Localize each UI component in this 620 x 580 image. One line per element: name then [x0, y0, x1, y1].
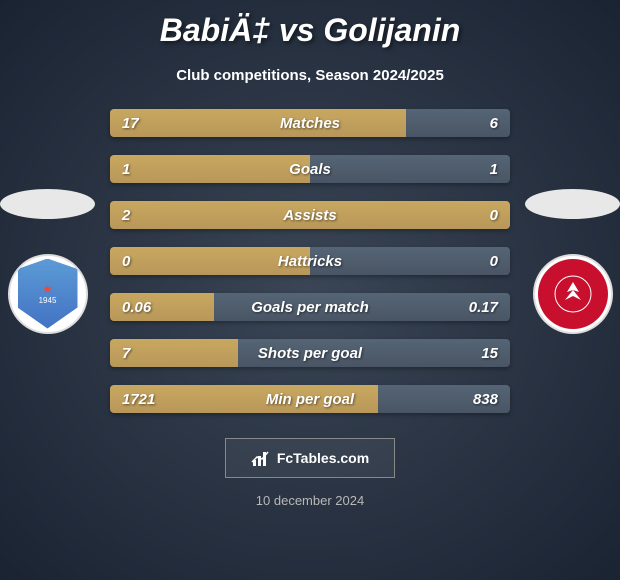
circle-badge-icon — [538, 259, 608, 329]
footer-brand-box[interactable]: FcTables.com — [225, 438, 395, 478]
stat-left-value: 2 — [122, 207, 130, 224]
chart-icon — [251, 450, 271, 466]
stat-right-value: 0 — [490, 253, 498, 270]
stat-row-mpg: 1721 Min per goal 838 — [110, 385, 510, 413]
stat-bar-right — [310, 155, 510, 183]
date-text: 10 december 2024 — [0, 493, 620, 508]
stat-label: Matches — [280, 115, 340, 132]
stat-right-value: 15 — [481, 345, 498, 362]
stat-right-value: 0.17 — [469, 299, 498, 316]
stat-right-value: 6 — [490, 115, 498, 132]
player-right-side — [525, 189, 620, 334]
stats-column: 17 Matches 6 1 Goals 1 2 Assists 0 0 Hat… — [110, 109, 510, 413]
badge-year: 1945 — [39, 296, 57, 305]
stat-left-value: 0.06 — [122, 299, 151, 316]
player-left-side: ★ 1945 — [0, 189, 95, 334]
subtitle: Club competitions, Season 2024/2025 — [0, 67, 620, 84]
stat-row-gpm: 0.06 Goals per match 0.17 — [110, 293, 510, 321]
club-badge-left: ★ 1945 — [8, 254, 88, 334]
stat-left-value: 0 — [122, 253, 130, 270]
stat-label: Hattricks — [278, 253, 342, 270]
stat-row-goals: 1 Goals 1 — [110, 155, 510, 183]
stat-row-hattricks: 0 Hattricks 0 — [110, 247, 510, 275]
eagle-icon — [553, 274, 593, 314]
stat-label: Shots per goal — [258, 345, 362, 362]
comparison-container: ★ 1945 17 Matches 6 1 Goals 1 2 Assists … — [0, 109, 620, 413]
stat-right-value: 1 — [490, 161, 498, 178]
stat-right-value: 0 — [490, 207, 498, 224]
stat-label: Goals — [289, 161, 331, 178]
stat-bar-left — [110, 109, 406, 137]
stat-left-value: 1721 — [122, 391, 155, 408]
stat-left-value: 1 — [122, 161, 130, 178]
stat-row-spg: 7 Shots per goal 15 — [110, 339, 510, 367]
club-badge-right — [533, 254, 613, 334]
page-title: BabiÄ‡ vs Golijanin — [0, 0, 620, 49]
stat-left-value: 17 — [122, 115, 139, 132]
stat-right-value: 838 — [473, 391, 498, 408]
player-right-photo — [525, 189, 620, 219]
stat-bar-left — [110, 155, 310, 183]
shield-icon: ★ 1945 — [18, 259, 78, 329]
footer-brand-text: FcTables.com — [277, 450, 369, 466]
player-left-photo — [0, 189, 95, 219]
stat-label: Min per goal — [266, 391, 354, 408]
star-icon: ★ — [42, 282, 53, 296]
stat-label: Assists — [283, 207, 336, 224]
stat-row-assists: 2 Assists 0 — [110, 201, 510, 229]
stat-row-matches: 17 Matches 6 — [110, 109, 510, 137]
stat-label: Goals per match — [251, 299, 369, 316]
stat-left-value: 7 — [122, 345, 130, 362]
